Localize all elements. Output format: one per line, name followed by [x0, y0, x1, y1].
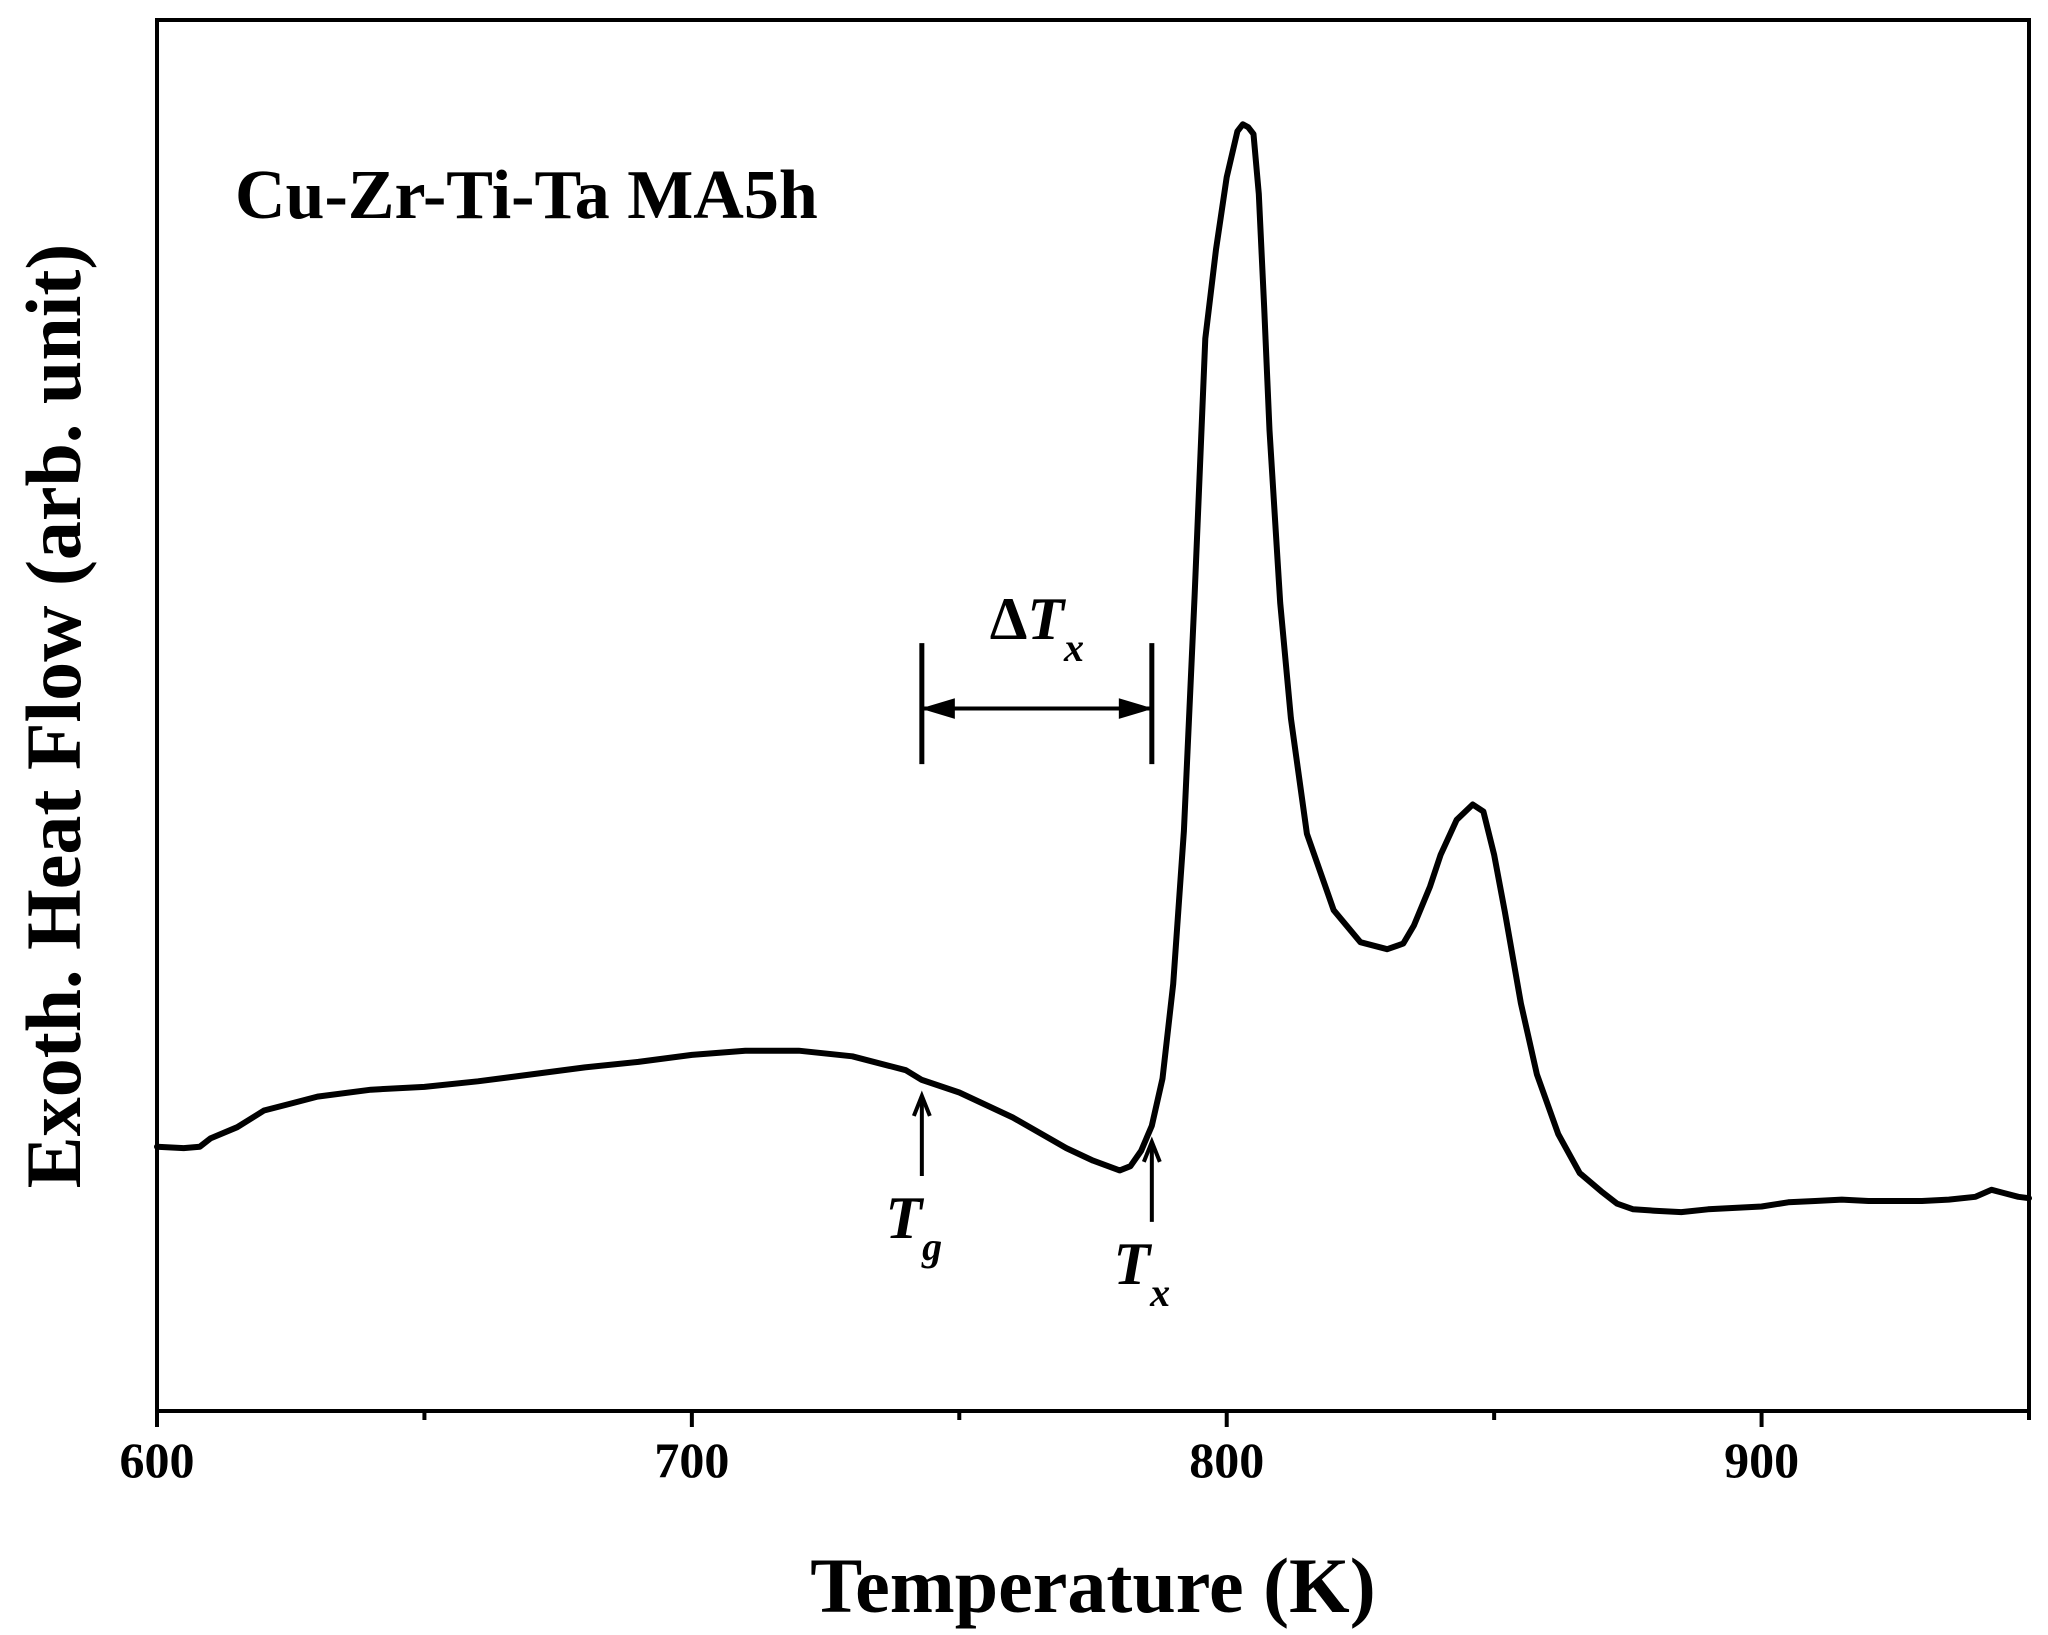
- x-tick-label: 800: [1189, 1432, 1264, 1488]
- tx-annotation: Tx: [1114, 1136, 1171, 1315]
- x-axis-tick-labels: 600 700 800 900: [120, 1432, 1800, 1488]
- tx-arrow-head: [1141, 1136, 1162, 1163]
- y-axis-title: Exoth. Heat Flow (arb. unit): [10, 244, 97, 1189]
- x-tick-label: 900: [1724, 1432, 1799, 1488]
- x-tick-label: 600: [120, 1432, 195, 1488]
- x-tick-label: 700: [654, 1432, 729, 1488]
- tx-label: Tx: [1114, 1231, 1171, 1315]
- delta-tx-arrow-head-right: [1118, 698, 1154, 719]
- tg-label: Tg: [886, 1185, 943, 1269]
- delta-tx-annotation: ΔTx: [919, 586, 1155, 765]
- delta-tx-arrow-head-left: [920, 698, 955, 719]
- x-axis-title: Temperature (K): [810, 1542, 1375, 1629]
- x-axis-ticks: [155, 1411, 2031, 1427]
- plot-frame: [155, 18, 2031, 1413]
- tg-annotation: Tg: [886, 1090, 943, 1269]
- tg-arrow-head: [911, 1090, 932, 1117]
- chart-title: Cu-Zr-Ti-Ta MA5h: [235, 157, 818, 234]
- delta-tx-label: ΔTx: [990, 586, 1084, 670]
- series-line: [154, 121, 2032, 1216]
